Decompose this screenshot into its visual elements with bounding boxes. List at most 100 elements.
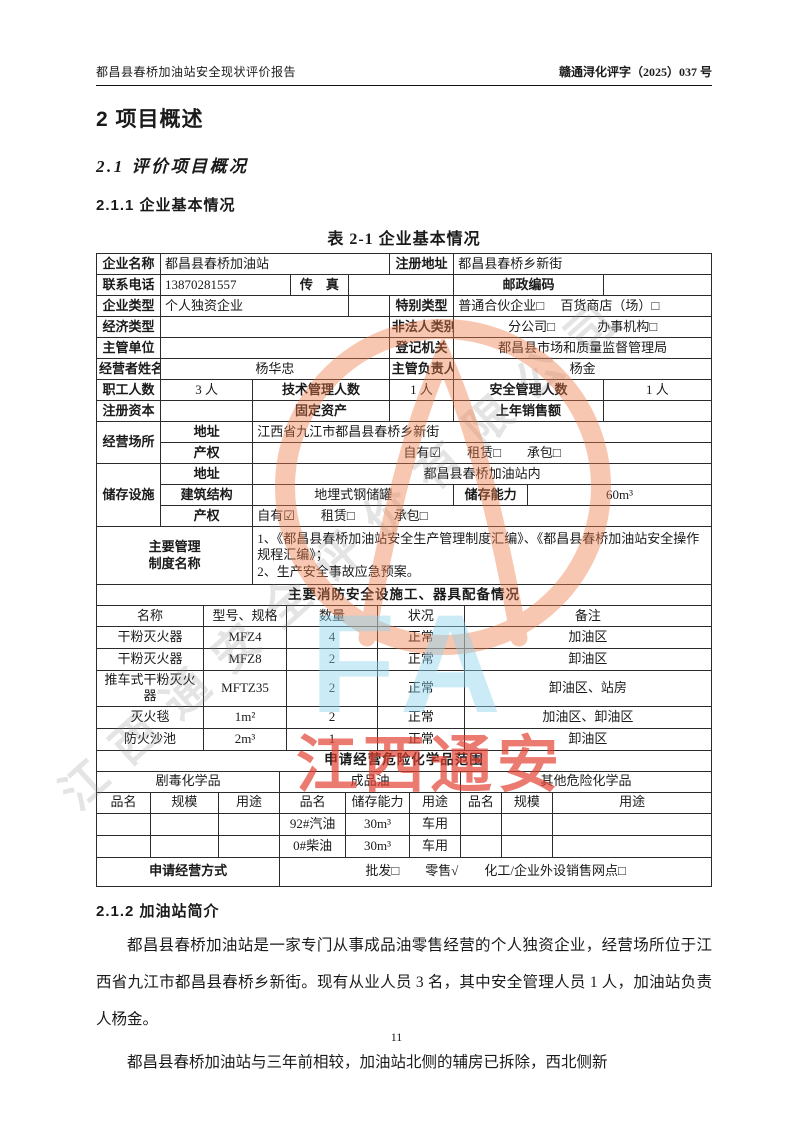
product-name-diesel: 0#柴油 (279, 834, 347, 858)
table-row: 92#汽油 30m³ 车用 (95, 812, 712, 836)
table-row: 主要消防安全设施工、器具配备情况 (96, 584, 712, 606)
fixed-assets-label: 固定资产 (252, 400, 390, 422)
group-refined-oil: 成品油 (279, 770, 462, 793)
safety-manager-count-value: 1 人 (602, 379, 713, 401)
table-row: 建筑结构 地埋式钢储罐 储存能力 60m³ (97, 484, 712, 506)
table-row: 名称 型号、规格 数量 状况 备注 (96, 605, 713, 627)
equipment-qty: 2 (286, 705, 379, 729)
haz-cell (552, 834, 712, 858)
storage-ownership-label: 产权 (159, 505, 254, 527)
product-use: 车用 (408, 812, 462, 836)
fax-value (348, 274, 455, 296)
table-row: 干粉灭火器 MFZ8 2 正常 卸油区 (96, 648, 713, 671)
postcode-value (602, 274, 713, 296)
haz-col-header: 规模 (500, 791, 554, 814)
table-row: 主管单位 登记机关 都昌县市场和质量监督管理局 (96, 337, 712, 359)
table-row: 产权 自有☑ 租赁□ 承包□ (97, 505, 712, 527)
equipment-status: 正常 (377, 727, 465, 751)
table-row: 推车式干粉灭火器 MFTZ35 2 正常 卸油区、站房 (96, 670, 713, 707)
equipment-note: 卸油区 (463, 727, 713, 751)
equipment-note: 加油区、卸油区 (463, 705, 713, 729)
operator-name-value: 杨华忠 (159, 358, 390, 380)
haz-col-header: 品名 (460, 791, 502, 814)
subsection-heading-2: 2.1.2 加油站简介 (96, 902, 220, 920)
table-row: 经营者姓名 杨华忠 主管负责人 杨金 (96, 358, 712, 380)
equipment-qty: 1 (286, 727, 379, 751)
haz-col-header: 用途 (408, 791, 462, 814)
fire-equipment-table: 主要消防安全设施工、器具配备情况 名称 型号、规格 数量 状况 备注 干粉灭火器… (96, 584, 713, 751)
equipment-model: MFZ8 (202, 648, 288, 671)
structure-value: 地埋式钢储罐 (252, 484, 455, 506)
fire-col-note: 备注 (463, 605, 713, 627)
storage-capacity-value: 60m³ (527, 484, 712, 506)
product-capacity: 30m³ (345, 834, 410, 858)
haz-col-header: 品名 (95, 791, 152, 814)
equipment-status: 正常 (377, 705, 465, 729)
haz-cell (217, 834, 281, 858)
storage-ownership-options: 自有☑ 租赁□ 承包□ (252, 505, 712, 527)
product-name-gasoline: 92#汽油 (279, 812, 347, 836)
registration-authority-label: 登记机关 (388, 337, 455, 359)
equipment-name: 灭火毯 (96, 705, 204, 729)
storage-capacity-label: 储存能力 (453, 484, 529, 506)
equipment-note: 卸油区 (463, 648, 713, 671)
table-row: 灭火毯 1m² 2 正常 加油区、卸油区 (96, 705, 713, 729)
product-use: 车用 (408, 834, 462, 858)
phone-label: 联系电话 (96, 274, 161, 296)
fire-col-status: 状况 (377, 605, 465, 627)
table-row: 0#柴油 30m³ 车用 (95, 834, 712, 858)
registered-capital-value (159, 400, 254, 422)
fire-col-qty: 数量 (286, 605, 379, 627)
haz-col-header: 用途 (217, 791, 281, 814)
empty-cell (348, 295, 390, 317)
management-system-value: 1、《都昌县春桥加油站安全生产管理制度汇编》、《都昌县春桥加油站安全操作规程汇编… (252, 526, 712, 585)
table-row: 经营场所 地址 江西省九江市都昌县春桥乡新街 (96, 421, 712, 464)
business-mode-label: 申请经营方式 (95, 856, 281, 887)
equipment-name: 干粉灭火器 (96, 648, 204, 671)
premises-address-label: 地址 (159, 421, 254, 443)
table-row: 干粉灭火器 MFZ4 4 正常 加油区 (96, 626, 713, 649)
enterprise-type-value: 个人独资企业 (159, 295, 350, 317)
equipment-model: MFTZ35 (202, 670, 288, 707)
premises-label: 经营场所 (96, 421, 161, 464)
premises-ownership-options: 自有☑ 租赁□ 承包□ (252, 442, 712, 464)
equipment-name: 干粉灭火器 (96, 626, 204, 649)
table-row: 申请经营危险化学品范围 (96, 749, 712, 772)
table-row: 联系电话 13870281557 传 真 邮政编码 (96, 274, 713, 296)
equipment-status: 正常 (377, 670, 465, 707)
body-paragraph: 都昌县春桥加油站与三年前相较，加油站北侧的辅房已拆除，西北侧新 (127, 1053, 608, 1071)
economic-type-value (159, 316, 390, 338)
economic-type-label: 经济类型 (96, 316, 161, 338)
registered-address-label: 注册地址 (388, 253, 455, 275)
premises-ownership-label: 产权 (159, 442, 254, 464)
table-row: 产权 自有☑ 租赁□ 承包□ (97, 442, 712, 464)
fire-col-name: 名称 (96, 605, 204, 627)
table-row: 品名 规模 用途 品名 储存能力 用途 品名 规模 用途 (95, 791, 712, 814)
table-row: 申请经营方式 批发□ 零售√ 化工/企业外设销售网点□ (95, 856, 712, 887)
postcode-label: 邮政编码 (453, 274, 604, 296)
last-year-sales-value (602, 400, 713, 422)
haz-col-header: 储存能力 (345, 791, 410, 814)
header-rule (96, 85, 712, 86)
section-heading: 2.1 评价项目概况 (96, 157, 249, 176)
table-row: 企业类型 个人独资企业 特别类型 普通合伙企业□ 百货商店（场）□ (96, 295, 712, 317)
haz-col-header: 品名 (279, 791, 347, 814)
haz-col-header: 规模 (150, 791, 219, 814)
equipment-qty: 4 (286, 626, 379, 649)
page-content: 都昌县春桥加油站安全现状评价报告 赣通浔化评字（2025）037 号 2 项目概… (95, 65, 713, 1071)
page-number: 11 (390, 1030, 403, 1044)
table-row: 储存设施 地址 都昌县春桥加油站内 (96, 463, 712, 527)
hazchem-table: 申请经营危险化学品范围 剧毒化学品 成品油 其他危险化学品 品名 规模 用途 品… (95, 749, 712, 887)
chapter-heading: 2 项目概述 (96, 108, 204, 131)
table-row: 主要管理 制度名称 1、《都昌县春桥加油站安全生产管理制度汇编》、《都昌县春桥加… (95, 526, 712, 585)
equipment-qty: 2 (286, 670, 379, 707)
haz-cell (460, 834, 502, 858)
haz-cell (95, 834, 152, 858)
responsible-person-label: 主管负责人 (388, 358, 455, 380)
storage-address-value: 都昌县春桥加油站内 (252, 463, 712, 485)
fire-col-model: 型号、规格 (202, 605, 288, 627)
product-capacity: 30m³ (345, 812, 410, 836)
haz-cell (95, 812, 152, 836)
staff-count-value: 3 人 (159, 379, 254, 401)
table-row: 注册资本 固定资产 上年销售额 (96, 400, 713, 422)
